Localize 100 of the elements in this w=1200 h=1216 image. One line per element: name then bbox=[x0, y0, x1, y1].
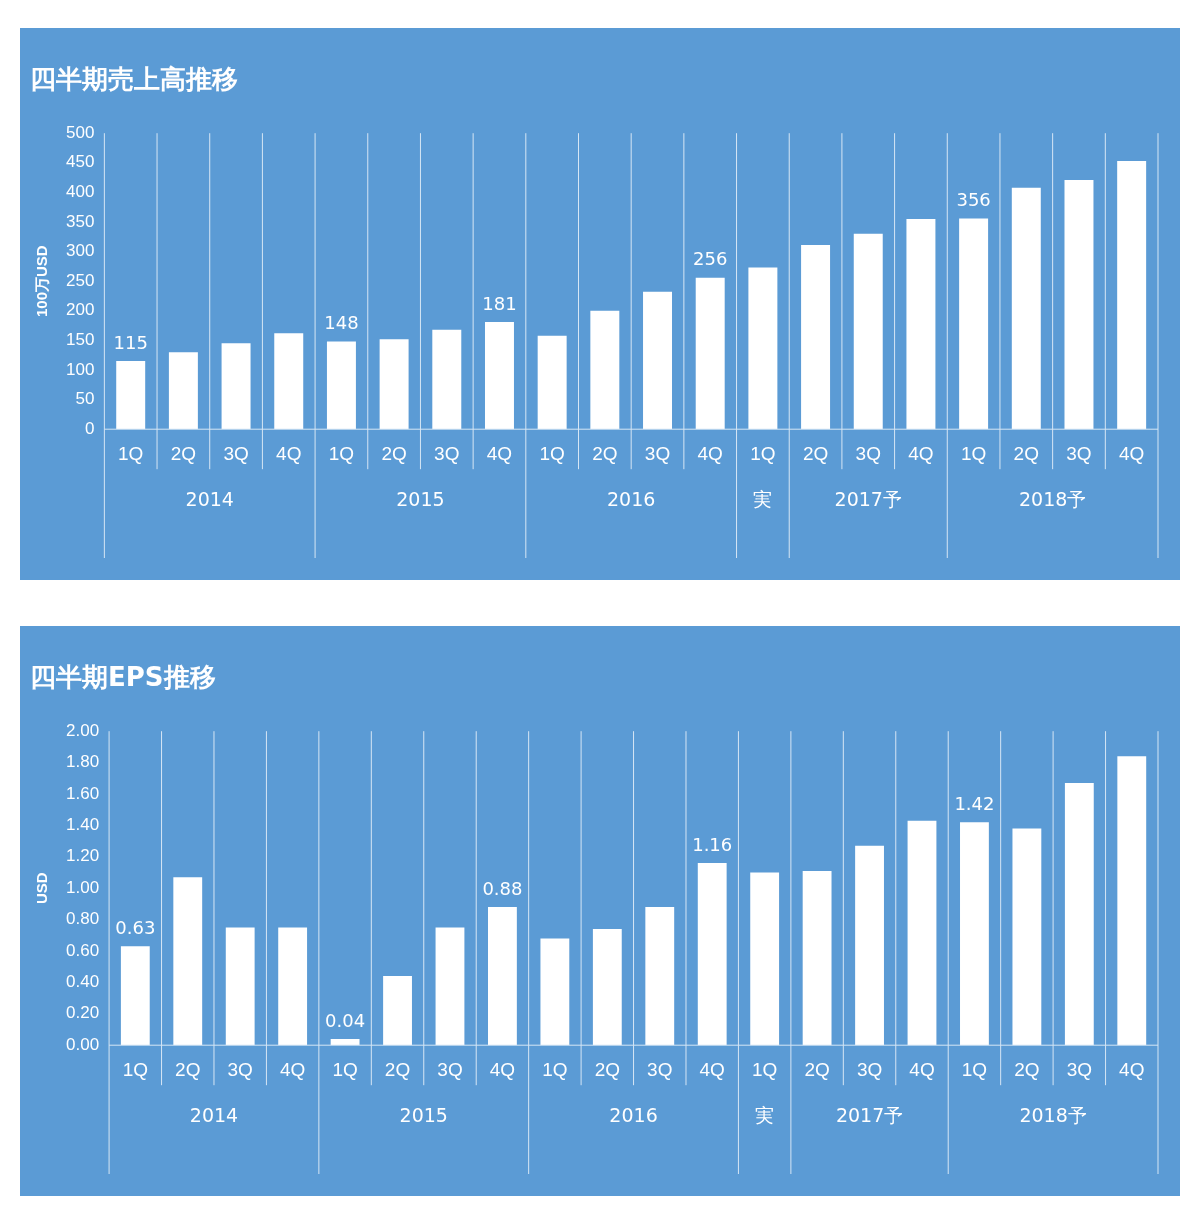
bar bbox=[278, 927, 308, 1046]
y-tick-label: 500 bbox=[65, 122, 95, 142]
bar bbox=[697, 863, 727, 1046]
x-tick-label: 3Q bbox=[1066, 442, 1092, 464]
x-tick-label: 2Q bbox=[381, 442, 407, 464]
bar bbox=[537, 335, 567, 430]
y-tick-label: 0.20 bbox=[65, 1003, 100, 1023]
bar bbox=[173, 877, 203, 1046]
bar bbox=[959, 218, 989, 430]
bar bbox=[326, 341, 356, 430]
x-tick-label: 3Q bbox=[1066, 1058, 1093, 1080]
bar bbox=[484, 322, 514, 430]
bar bbox=[645, 907, 675, 1046]
x-tick-label: 2Q bbox=[594, 1058, 620, 1080]
y-tick-label: 1.40 bbox=[65, 815, 100, 835]
y-axis-title: 100万USD bbox=[33, 245, 51, 318]
bar bbox=[1012, 828, 1042, 1046]
bar bbox=[330, 1038, 360, 1046]
data-label: 0.04 bbox=[325, 1009, 366, 1031]
x-tick-label: 2Q bbox=[170, 442, 197, 464]
bar bbox=[383, 976, 412, 1046]
x-tick-label: 1Q bbox=[961, 1058, 988, 1080]
chart-title: 四半期EPS推移 bbox=[30, 662, 216, 693]
bar bbox=[907, 820, 937, 1046]
x-tick-label: 3Q bbox=[644, 442, 671, 464]
y-tick-label: 1.80 bbox=[65, 752, 100, 772]
data-label: 0.88 bbox=[482, 877, 523, 899]
text: 2014 bbox=[185, 488, 234, 511]
bar bbox=[116, 361, 146, 430]
x-tick-label: 2Q bbox=[1013, 442, 1039, 464]
bar bbox=[435, 927, 465, 1046]
text: 2018予 bbox=[1018, 488, 1087, 511]
y-tick-label: 0 bbox=[84, 418, 95, 438]
bar bbox=[590, 310, 620, 430]
x-tick-label: 1Q bbox=[118, 442, 144, 464]
bar bbox=[1011, 187, 1041, 430]
text: 2018予 bbox=[1019, 1104, 1087, 1127]
x-tick-label: 4Q bbox=[1118, 442, 1145, 464]
text: 2016 bbox=[607, 488, 656, 511]
data-label: 181 bbox=[482, 292, 517, 314]
x-tick-label: 1Q bbox=[751, 1058, 778, 1080]
x-tick-label: 1Q bbox=[539, 442, 565, 464]
x-tick-label: 3Q bbox=[227, 1058, 253, 1080]
y-tick-label: 0.00 bbox=[65, 1034, 100, 1054]
text: 実 bbox=[753, 488, 773, 511]
data-label: 1.16 bbox=[692, 833, 733, 855]
bar bbox=[906, 219, 936, 430]
bar bbox=[1064, 179, 1094, 430]
x-tick-label: 3Q bbox=[434, 442, 460, 464]
bar bbox=[432, 329, 462, 430]
y-tick-label: 50 bbox=[75, 389, 95, 409]
bar bbox=[120, 946, 150, 1046]
bar bbox=[853, 233, 883, 430]
bar bbox=[274, 333, 304, 430]
bar bbox=[695, 277, 725, 430]
y-tick-label: 1.00 bbox=[65, 877, 100, 897]
text: 2017予 bbox=[834, 488, 902, 511]
x-tick-label: 3Q bbox=[855, 442, 881, 464]
x-tick-label: 2Q bbox=[384, 1058, 411, 1080]
chart-title: 四半期売上高推移 bbox=[30, 64, 238, 95]
x-tick-label: 4Q bbox=[909, 1058, 935, 1080]
bar bbox=[801, 245, 831, 430]
y-tick-label: 100 bbox=[65, 359, 95, 379]
x-tick-label: 4Q bbox=[1119, 1058, 1145, 1080]
bar bbox=[855, 845, 884, 1046]
y-tick-label: 2.00 bbox=[65, 720, 100, 740]
data-label: 356 bbox=[956, 189, 991, 211]
x-tick-label: 1Q bbox=[122, 1058, 148, 1080]
x-tick-label: 4Q bbox=[486, 442, 513, 464]
y-tick-label: 450 bbox=[65, 152, 95, 172]
x-tick-label: 1Q bbox=[750, 442, 776, 464]
x-tick-label: 4Q bbox=[699, 1058, 725, 1080]
bar bbox=[592, 929, 622, 1046]
bar bbox=[802, 870, 832, 1046]
y-tick-label: 0.80 bbox=[65, 909, 100, 929]
text: 2015 bbox=[399, 1104, 448, 1127]
y-tick-label: 0.40 bbox=[65, 972, 100, 992]
y-tick-label: 1.60 bbox=[65, 783, 100, 803]
bar bbox=[488, 907, 517, 1046]
bar bbox=[750, 872, 780, 1046]
data-label: 1.42 bbox=[954, 792, 995, 814]
x-tick-label: 2Q bbox=[802, 442, 829, 464]
bar bbox=[540, 938, 570, 1046]
x-tick-label: 1Q bbox=[332, 1058, 358, 1080]
bar bbox=[221, 343, 251, 430]
x-tick-label: 2Q bbox=[175, 1058, 201, 1080]
y-tick-label: 150 bbox=[65, 330, 95, 350]
text: 2017予 bbox=[835, 1104, 904, 1127]
bar bbox=[960, 822, 989, 1046]
data-label: 148 bbox=[324, 312, 359, 334]
y-tick-label: 250 bbox=[65, 270, 95, 290]
x-tick-label: 2Q bbox=[804, 1058, 830, 1080]
data-label: 115 bbox=[113, 331, 148, 353]
y-axis-title: USD bbox=[33, 872, 51, 905]
x-tick-label: 2Q bbox=[592, 442, 618, 464]
x-tick-label: 3Q bbox=[437, 1058, 463, 1080]
bar bbox=[1117, 756, 1147, 1046]
x-tick-label: 2Q bbox=[1014, 1058, 1040, 1080]
text: 2016 bbox=[609, 1104, 658, 1127]
x-tick-label: 1Q bbox=[542, 1058, 568, 1080]
